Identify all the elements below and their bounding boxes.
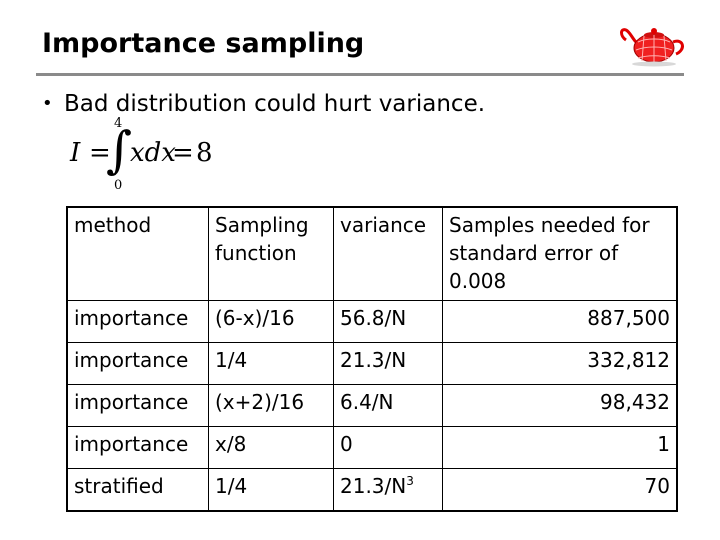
- header-variance: variance: [333, 206, 443, 301]
- cell-samples-text: 887,500: [587, 306, 670, 330]
- cell-variance-text: 0: [340, 432, 353, 456]
- cell-samples-text: 332,812: [587, 348, 670, 372]
- cell-variance: 6.4/N: [333, 384, 443, 427]
- cell-samples: 332,812: [442, 342, 678, 385]
- equation-equals: =: [89, 138, 111, 168]
- cell-function: x/8: [208, 426, 334, 469]
- cell-samples-text: 1: [657, 432, 670, 456]
- cell-method-text: importance: [74, 348, 189, 372]
- integral-equation: I = ∫ 4 0 xdx = 8: [68, 116, 218, 196]
- cell-method: stratified: [66, 468, 209, 512]
- cell-function-text: 1/4: [215, 474, 248, 498]
- header-samples-needed: Samples needed for standard error of 0.0…: [442, 206, 678, 301]
- integral-sign-icon: ∫: [106, 121, 133, 179]
- cell-method-text: importance: [74, 390, 189, 414]
- equation-lhs: I: [70, 138, 81, 168]
- cell-samples: 1: [442, 426, 678, 469]
- cell-variance: 21.3/N: [333, 342, 443, 385]
- cell-method: importance: [66, 384, 209, 427]
- cell-function: 1/4: [208, 342, 334, 385]
- table-row: stratified 1/4 21.3/N3 70: [66, 468, 678, 512]
- cell-function-text: x/8: [215, 432, 247, 456]
- cell-variance: 21.3/N3: [333, 468, 443, 512]
- cell-method: importance: [66, 300, 209, 343]
- bullet-icon: •: [42, 93, 53, 114]
- cell-variance-text: 56.8/N: [340, 306, 407, 330]
- variance-exponent: 3: [406, 474, 414, 488]
- bullet-point: • Bad distribution could hurt variance.: [42, 91, 485, 117]
- cell-function-text: (6-x)/16: [215, 306, 295, 330]
- cell-method-text: importance: [74, 306, 189, 330]
- teapot-icon: [620, 28, 684, 67]
- lower-bound: 0: [114, 178, 123, 193]
- upper-bound: 4: [114, 116, 123, 131]
- cell-function: 1/4: [208, 468, 334, 512]
- cell-method: importance: [66, 426, 209, 469]
- cell-function-text: (x+2)/16: [215, 390, 305, 414]
- cell-variance: 0: [333, 426, 443, 469]
- title-divider: [36, 73, 684, 76]
- header-sampling-function: Sampling function: [208, 206, 334, 301]
- comparison-table: method Sampling function variance Sample…: [66, 206, 678, 512]
- cell-method-text: stratified: [74, 474, 164, 498]
- table-row: importance (6-x)/16 56.8/N 887,500: [66, 300, 678, 343]
- cell-samples: 887,500: [442, 300, 678, 343]
- header-method: method: [66, 206, 209, 301]
- table-row: importance x/8 0 1: [66, 426, 678, 469]
- equation-equals-2: =: [172, 138, 194, 168]
- integrand: xdx: [130, 138, 176, 168]
- cell-samples-text: 98,432: [600, 390, 670, 414]
- cell-variance-text: 21.3/N: [340, 348, 407, 372]
- cell-variance-text: 21.3/N: [340, 474, 407, 498]
- slide-title: Importance sampling: [42, 28, 365, 59]
- cell-samples: 98,432: [442, 384, 678, 427]
- cell-samples: 70: [442, 468, 678, 512]
- cell-function: (x+2)/16: [208, 384, 334, 427]
- cell-variance: 56.8/N: [333, 300, 443, 343]
- bullet-text: Bad distribution could hurt variance.: [64, 91, 486, 117]
- table-row: importance (x+2)/16 6.4/N 98,432: [66, 384, 678, 427]
- table-header-row: method Sampling function variance Sample…: [66, 206, 678, 301]
- cell-variance-text: 6.4/N: [340, 390, 394, 414]
- cell-samples-text: 70: [644, 474, 670, 498]
- cell-method: importance: [66, 342, 209, 385]
- table-row: importance 1/4 21.3/N 332,812: [66, 342, 678, 385]
- cell-method-text: importance: [74, 432, 189, 456]
- cell-function-text: 1/4: [215, 348, 248, 372]
- equation-result: 8: [196, 138, 213, 168]
- cell-function: (6-x)/16: [208, 300, 334, 343]
